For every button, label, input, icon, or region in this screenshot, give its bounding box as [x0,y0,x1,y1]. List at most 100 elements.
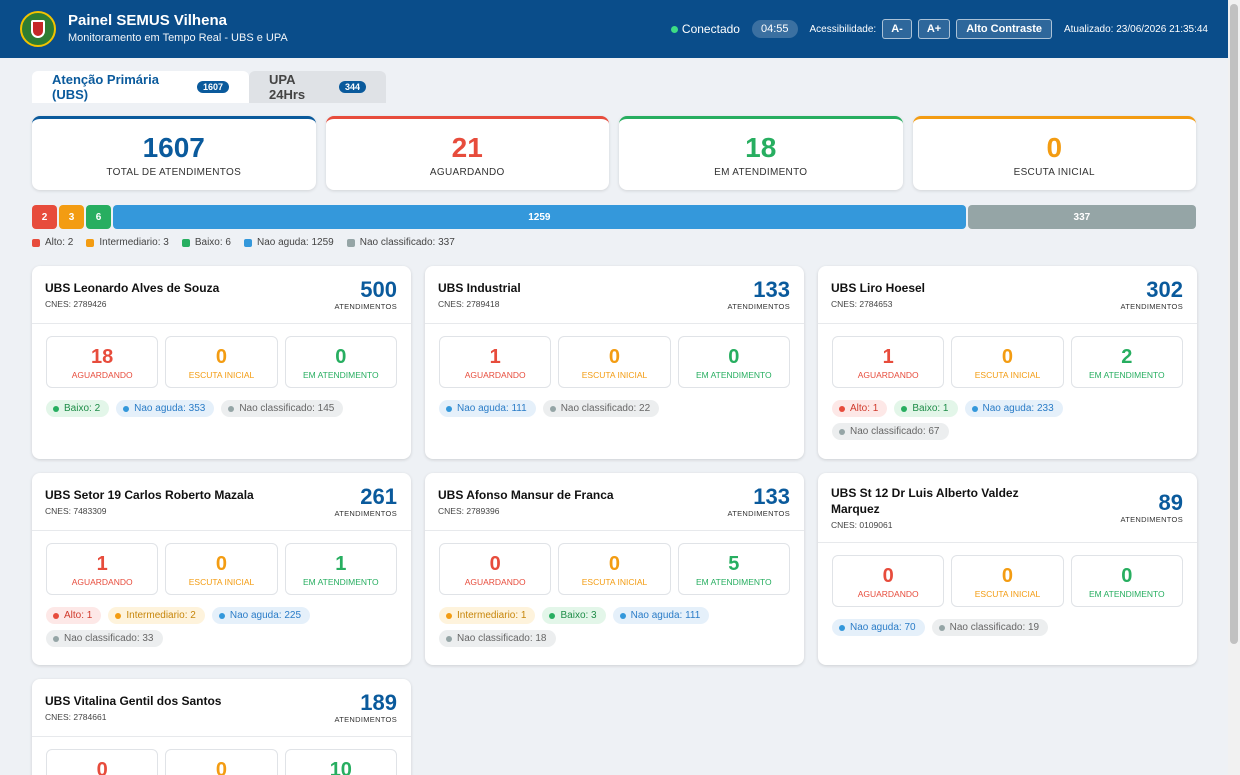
unit-waiting-value: 1 [96,553,108,575]
font-increase-button[interactable]: A+ [917,19,951,39]
summary-waiting-card: 21 AGUARDANDO [325,116,609,190]
refresh-timer: 04:55 [751,20,798,38]
unit-card-header: UBS Leonardo Alves de Souza CNES: 2789426… [32,266,411,324]
risk-pill: Nao classificado: 18 [439,630,556,647]
legend-item: Intermediario: 3 [86,237,169,248]
unit-risk-pills: Nao aguda: 111 Nao classificado: 22 [425,388,804,417]
unit-card-header: UBS Setor 19 Carlos Roberto Mazala CNES: … [32,473,411,531]
summary-in-care-card: 18 EM ATENDIMENTO [619,116,903,190]
tab-bar: Atenção Primária (UBS) 1607 UPA 24Hrs 34… [32,71,386,103]
unit-waiting-value: 1 [489,346,501,368]
unit-card[interactable]: UBS Liro Hoesel CNES: 2784653 302 ATENDIMEN… [818,266,1197,459]
page-scrollbar[interactable] [1228,0,1240,775]
unit-in-care-value: 0 [1121,565,1133,587]
unit-in-care-label: EM ATENDIMENTO [302,577,379,587]
risk-pill: Nao aguda: 111 [612,607,710,624]
unit-initial-label: ESCUTA INICIAL [974,370,1041,380]
summary-total-card: 1607 TOTAL DE ATENDIMENTOS [32,116,316,190]
unit-total-label: ATENDIMENTOS [1120,515,1183,524]
risk-dot-icon [446,612,452,619]
unit-card[interactable]: UBS Industrial CNES: 2789418 133 ATENDIMENT… [425,266,804,459]
risk-pill: Nao aguda: 353 [116,400,215,417]
unit-initial-value: 0 [608,346,621,368]
legend-item: Nao aguda: 1259 [243,237,334,248]
unit-in-care-stat: 1 EM ATENDIMENTO [284,543,397,595]
unit-card[interactable]: UBS Setor 19 Carlos Roberto Mazala CNES: … [32,473,411,665]
unit-risk-pills: Alto: 1 Intermediario: 2 Nao aguda: 225 Nao… [32,595,411,647]
unit-waiting-label: AGUARDANDO [857,370,919,380]
unit-cnes: CNES: 2784661 [45,712,107,722]
high-contrast-button[interactable]: Alto Contraste [956,19,1052,39]
risk-dot-icon [839,624,845,631]
unit-in-care-stat: 5 EM ATENDIMENTO [677,543,790,595]
risk-bar-segment: 3 [59,205,84,229]
risk-pill: Nao aguda: 225 [211,607,311,624]
risk-pill-label: Nao classificado: 33 [64,633,154,644]
unit-in-care-label: EM ATENDIMENTO [695,577,772,587]
unit-card[interactable]: UBS St 12 Dr Luis Alberto Valdez Marquez… [818,473,1197,665]
risk-bar-segment: 1259 [113,205,966,229]
unit-card-header: UBS Liro Hoesel CNES: 2784653 302 ATENDIMEN… [818,266,1197,324]
risk-pill-label: Nao classificado: 22 [560,403,651,414]
risk-dot-icon [938,624,945,631]
unit-waiting-stat: 1 AGUARDANDO [832,336,945,388]
risk-dot-icon [53,405,59,412]
risk-pill-label: Intermediario: 1 [457,610,527,621]
summary-waiting-label: AGUARDANDO [429,167,505,178]
tab-upa-label: UPA 24Hrs [269,72,306,102]
risk-pill-label: Nao classificado: 18 [457,633,547,644]
unit-total-label: ATENDIMENTOS [727,509,790,518]
unit-initial-value: 0 [608,553,621,575]
unit-name: UBS Vitalina Gentil dos Santos [45,694,222,708]
risk-pill-label: Nao classificado: 19 [949,622,1040,633]
risk-pill: Nao classificado: 33 [46,630,163,647]
unit-card[interactable]: UBS Leonardo Alves de Souza CNES: 2789426… [32,266,411,459]
unit-initial-stat: 0 ESCUTA INICIAL [165,336,278,388]
unit-total-value: 189 [360,690,397,715]
brand: Painel SEMUS Vilhena Monitoramento em Te… [68,12,288,46]
unit-in-care-label: EM ATENDIMENTO [302,370,379,380]
unit-stats: 1 AGUARDANDO 0 ESCUTA INICIAL 1 EM ATENDIMENT… [32,531,411,595]
unit-initial-value: 0 [215,759,228,775]
risk-pill: Baixo: 2 [46,400,110,417]
unit-waiting-stat: 0 AGUARDANDO [832,555,945,607]
summary-total-value: 1607 [142,132,205,163]
risk-pill: Nao aguda: 233 [964,400,1063,417]
unit-initial-label: ESCUTA INICIAL [581,577,648,587]
font-decrease-button[interactable]: A- [882,19,912,39]
unit-total-value: 133 [753,484,790,509]
unit-in-care-value: 0 [335,346,347,368]
unit-in-care-value: 2 [1121,346,1133,368]
unit-initial-label: ESCUTA INICIAL [188,577,255,587]
risk-pill-label: Nao aguda: 111 [630,610,701,621]
unit-cnes: CNES: 0109061 [831,520,893,530]
summary-initial-label: ESCUTA INICIAL [1013,167,1095,178]
unit-card[interactable]: UBS Afonso Mansur de Franca CNES: 2789396… [425,473,804,665]
risk-pill: Intermediario: 1 [439,607,536,624]
unit-card[interactable]: UBS Vitalina Gentil dos Santos CNES: 2784… [32,679,411,775]
unit-total-value: 89 [1158,490,1183,515]
unit-initial-label: ESCUTA INICIAL [581,370,648,380]
tab-upa[interactable]: UPA 24Hrs 344 [249,71,386,103]
risk-pill-label: Nao classificado: 67 [850,426,940,437]
legend-item: Baixo: 6 [181,237,231,248]
unit-card-header: UBS St 12 Dr Luis Alberto Valdez Marquez… [818,473,1197,543]
unit-waiting-label: AGUARDANDO [464,370,526,380]
unit-total-value: 302 [1146,277,1183,302]
risk-dot-icon [446,635,452,642]
unit-name: UBS Liro Hoesel [831,281,926,295]
unit-in-care-stat: 0 EM ATENDIMENTO [677,336,790,388]
risk-bar-segment: 2 [32,205,57,229]
risk-dot-icon [446,405,452,412]
unit-initial-value: 0 [215,346,228,368]
risk-dot-icon [53,612,59,619]
tab-ubs[interactable]: Atenção Primária (UBS) 1607 [32,71,249,103]
risk-pill-label: Baixo: 2 [64,403,101,414]
app-title: Painel SEMUS Vilhena [68,12,227,29]
risk-dot-icon [971,405,978,412]
scrollbar-thumb[interactable] [1230,4,1238,644]
unit-waiting-value: 18 [91,346,114,368]
summary-waiting-value: 21 [451,132,483,163]
unit-initial-stat: 0 ESCUTA INICIAL [558,336,671,388]
